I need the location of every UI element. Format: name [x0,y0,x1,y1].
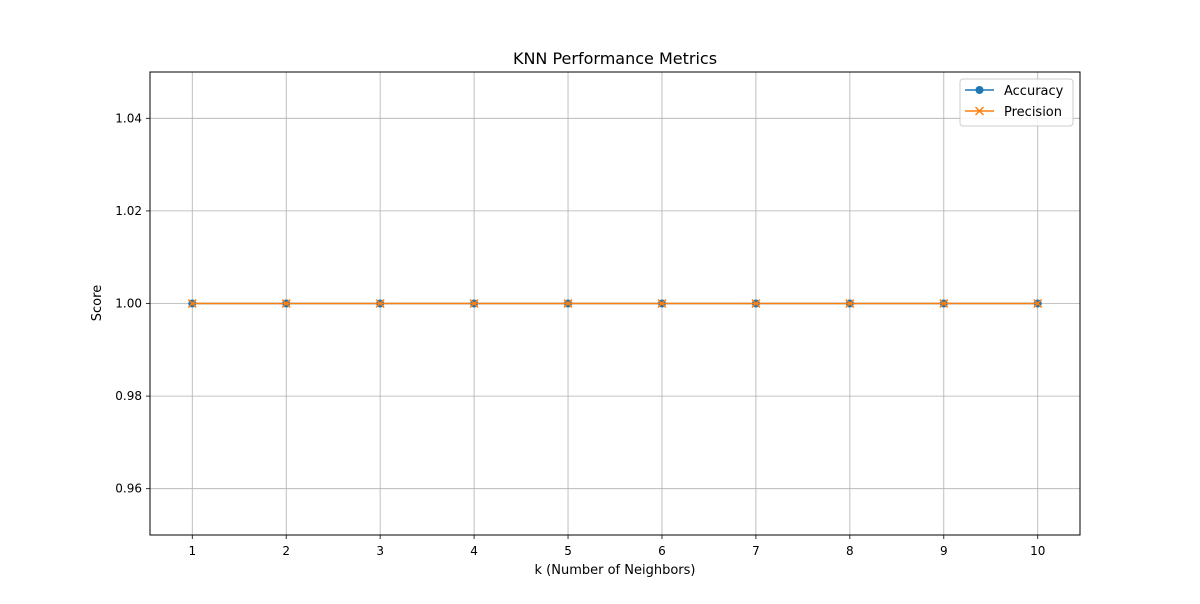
x-tick-label: 6 [658,544,666,558]
x-tick-label: 5 [564,544,572,558]
y-axis-ticks: 0.96 0.98 1.00 1.02 1.04 [115,111,150,496]
x-tick-label: 3 [376,544,384,558]
data-point-precision [469,298,479,309]
data-point-precision [281,298,291,309]
data-point-precision [375,298,385,309]
data-point-precision [1033,298,1043,309]
x-tick-label: 2 [282,544,290,558]
legend: Accuracy Precision [959,78,1074,127]
data-point-precision [563,298,573,309]
y-tick-label: 0.96 [115,482,142,496]
y-tick-label: 1.00 [115,297,142,311]
legend-marker-precision [974,106,985,116]
y-axis-label: Score [90,285,105,321]
legend-label-accuracy: Accuracy [1004,84,1064,99]
x-tick-label: 1 [188,544,196,558]
plot-area-frame [149,71,1081,536]
x-tick-label: 8 [846,544,854,558]
chart-title: KNN Performance Metrics [513,49,717,68]
series-layer [187,298,1043,309]
data-point-precision [187,298,197,309]
x-tick-label: 10 [1030,544,1045,558]
x-axis-label: k (Number of Neighbors) [535,563,696,578]
data-point-precision [751,298,761,309]
legend-entry-accuracy: Accuracy [965,84,1064,99]
data-point-precision [939,298,949,309]
x-tick-label: 9 [940,544,948,558]
x-tick-label: 7 [752,544,760,558]
x-axis-ticks: 1 2 3 4 5 6 7 8 9 10 [188,535,1045,558]
y-tick-label: 0.98 [115,389,142,403]
y-tick-label: 1.02 [115,204,142,218]
data-point-precision [845,298,855,309]
legend-label-precision: Precision [1004,105,1062,120]
data-point-precision [657,298,667,309]
x-tick-label: 4 [470,544,478,558]
y-tick-label: 1.04 [115,111,142,125]
series-precision [187,298,1043,309]
legend-entry-precision: Precision [965,105,1062,120]
legend-marker-accuracy [975,86,984,94]
